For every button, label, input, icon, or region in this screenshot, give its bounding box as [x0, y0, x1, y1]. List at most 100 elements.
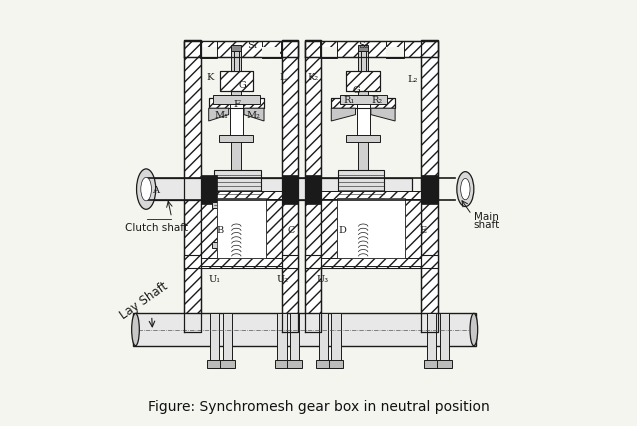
Bar — [231, 46, 241, 52]
Bar — [185, 319, 299, 332]
Bar — [219, 135, 254, 143]
Text: S₂: S₂ — [358, 41, 368, 50]
Bar — [220, 72, 252, 92]
Bar — [305, 256, 438, 268]
Bar — [201, 47, 217, 58]
Text: R₁: R₁ — [343, 96, 355, 105]
Bar — [437, 360, 452, 368]
Polygon shape — [331, 109, 355, 122]
Bar — [231, 52, 241, 247]
Bar — [361, 50, 366, 72]
Bar — [358, 46, 368, 52]
Bar — [321, 192, 422, 266]
Bar — [305, 41, 321, 332]
Text: shaft: shaft — [474, 220, 500, 230]
Bar — [262, 47, 280, 58]
Text: U₂: U₂ — [276, 274, 289, 283]
Ellipse shape — [470, 314, 478, 346]
Bar — [208, 360, 222, 368]
Bar — [275, 360, 289, 368]
Bar — [357, 103, 369, 137]
Text: K₂: K₂ — [308, 73, 319, 82]
Bar — [201, 259, 282, 266]
Text: G: G — [352, 85, 360, 94]
Text: U₁: U₁ — [208, 274, 220, 283]
Bar — [318, 314, 328, 368]
Bar — [337, 199, 405, 259]
Ellipse shape — [136, 170, 155, 210]
Bar — [405, 192, 422, 266]
Bar — [422, 175, 438, 204]
Bar — [320, 47, 337, 58]
Bar — [305, 319, 438, 332]
Bar — [290, 314, 299, 368]
Bar — [230, 103, 243, 137]
Bar — [185, 42, 299, 58]
Bar — [386, 47, 404, 58]
Bar — [209, 98, 264, 109]
Bar — [305, 175, 321, 204]
Text: D: D — [338, 225, 346, 234]
Text: R₂: R₂ — [371, 96, 383, 105]
Polygon shape — [209, 109, 229, 122]
Bar — [422, 41, 438, 332]
Bar — [386, 42, 404, 59]
Bar — [217, 199, 266, 259]
Bar — [148, 178, 412, 201]
Bar — [340, 96, 387, 105]
Bar — [440, 314, 449, 368]
Text: U₃: U₃ — [317, 274, 329, 283]
Bar — [346, 72, 380, 92]
Bar — [262, 42, 281, 59]
Text: Lay Shaft: Lay Shaft — [118, 279, 170, 321]
Bar — [223, 314, 232, 368]
Bar — [217, 207, 255, 245]
Bar — [331, 314, 341, 368]
Bar — [220, 72, 252, 92]
Text: M₁: M₁ — [215, 111, 229, 120]
Bar — [211, 203, 261, 209]
Bar — [316, 360, 331, 368]
Text: A: A — [152, 185, 159, 194]
Bar — [201, 192, 217, 266]
Text: Clutch shaft: Clutch shaft — [125, 223, 188, 233]
Bar — [338, 203, 388, 209]
Bar — [185, 41, 201, 332]
Bar — [338, 243, 388, 249]
Text: S₁: S₁ — [247, 41, 258, 50]
Text: Main: Main — [474, 211, 499, 222]
Bar — [321, 192, 422, 199]
Text: L₂: L₂ — [407, 75, 417, 84]
Bar — [277, 314, 287, 368]
Bar — [321, 259, 422, 266]
Ellipse shape — [141, 178, 152, 201]
Bar — [331, 98, 395, 109]
Bar — [329, 360, 343, 368]
Bar — [201, 192, 282, 199]
Bar — [282, 175, 299, 204]
Bar — [424, 360, 439, 368]
Bar — [234, 50, 239, 72]
Text: L: L — [279, 73, 285, 82]
Bar — [338, 170, 385, 209]
Text: B: B — [216, 225, 224, 234]
Text: M₂: M₂ — [247, 111, 261, 120]
Bar — [201, 175, 217, 204]
Bar — [200, 42, 217, 59]
Bar — [344, 207, 382, 245]
Bar — [305, 42, 438, 58]
Bar — [266, 192, 282, 266]
Bar — [211, 243, 261, 249]
Bar — [133, 314, 476, 346]
Bar — [358, 52, 368, 247]
Text: E: E — [419, 225, 426, 234]
Bar — [287, 360, 302, 368]
Bar — [331, 98, 395, 109]
Text: G: G — [239, 81, 247, 90]
Polygon shape — [244, 109, 264, 122]
Bar — [214, 170, 261, 209]
Bar — [201, 192, 282, 266]
Bar — [209, 98, 264, 109]
Bar — [210, 314, 219, 368]
Bar — [220, 360, 234, 368]
